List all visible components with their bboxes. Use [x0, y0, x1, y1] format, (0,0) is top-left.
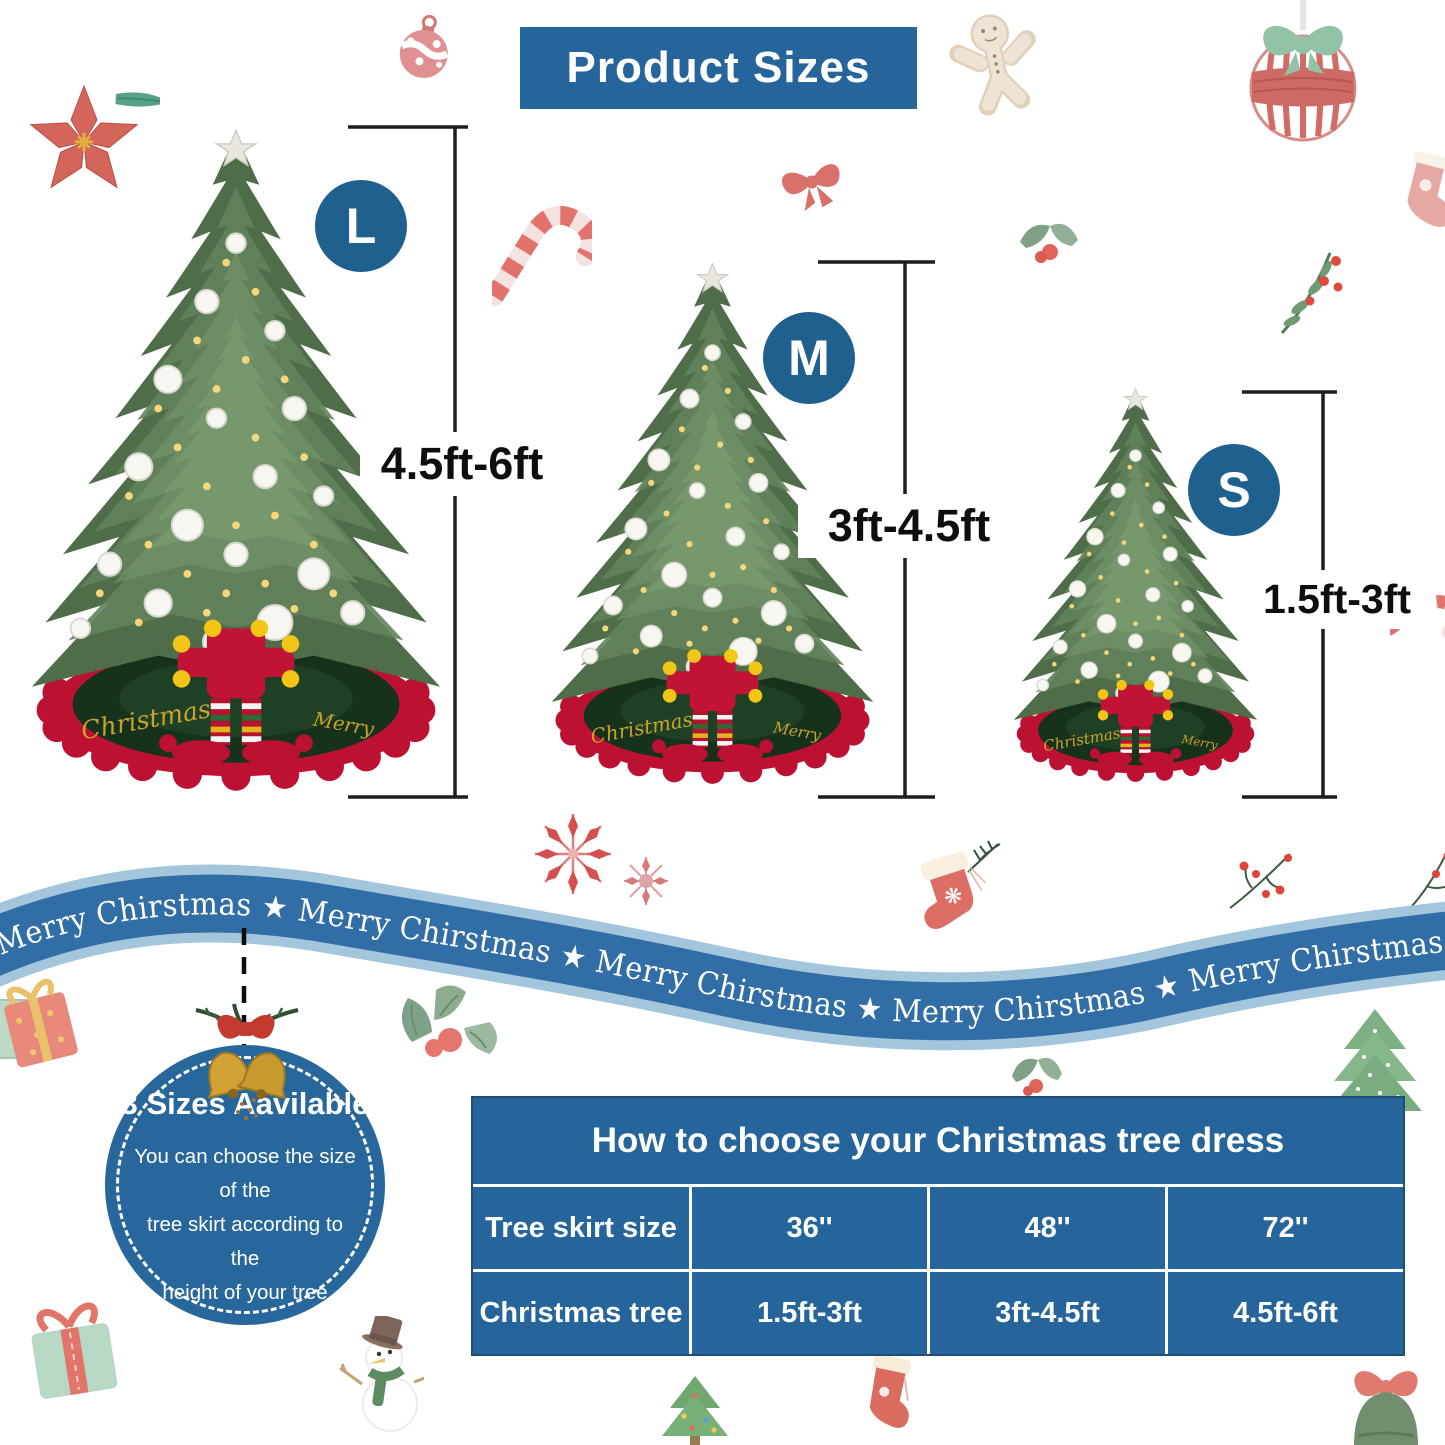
- gift-icon: [31, 1302, 118, 1399]
- table-cell: 4.5ft-6ft: [1168, 1272, 1403, 1354]
- stocking-icon: ❋: [920, 840, 1001, 929]
- bauble-icon: [399, 14, 449, 78]
- stocking-icon: [1407, 152, 1445, 228]
- bow-icon: [782, 164, 840, 212]
- pine-tree-icon: [662, 1376, 728, 1445]
- snowman-icon: [339, 1316, 424, 1432]
- size-letter: M: [788, 330, 830, 386]
- size-range-M: 3ft-4.5ft: [798, 494, 1020, 558]
- size-chart-table: How to choose your Christmas tree dress …: [471, 1096, 1405, 1356]
- size-range-S: 1.5ft-3ft: [1238, 570, 1436, 629]
- table-row-header: Tree skirt size: [473, 1187, 689, 1269]
- holly-icon: [1020, 223, 1078, 263]
- size-badge-M: M: [763, 312, 855, 404]
- table-row-header: Christmas tree: [473, 1272, 689, 1354]
- size-letter: S: [1217, 462, 1251, 518]
- holly-icon: [401, 985, 497, 1057]
- table-cell: 1.5ft-3ft: [692, 1272, 927, 1354]
- table-grid: Tree skirt size 36'' 48'' 72'' Christmas…: [473, 1187, 1403, 1354]
- page-title: Product Sizes: [520, 27, 917, 109]
- berry-sprig-icon: [1280, 252, 1343, 335]
- bell-icon: [1354, 1371, 1418, 1445]
- sizes-available-badge: 3 Sizes Aavilable You can choose the siz…: [105, 1045, 385, 1325]
- table-cell: 36'': [692, 1187, 927, 1269]
- size-badge-L: L: [315, 180, 407, 272]
- candy-cane-icon: [492, 205, 592, 307]
- table-cell: 48'': [930, 1187, 1165, 1269]
- table-cell: 3ft-4.5ft: [930, 1272, 1165, 1354]
- dashed-ring: [116, 1056, 374, 1314]
- bells-icon: [195, 1003, 299, 1120]
- size-letter: L: [345, 198, 377, 254]
- stocking-icon: [869, 1354, 912, 1428]
- poinsettia-icon: [29, 84, 160, 189]
- table-cell: 72'': [1168, 1187, 1403, 1269]
- snowflake-icon: [624, 857, 668, 905]
- table-title: How to choose your Christmas tree dress: [473, 1098, 1403, 1184]
- size-range-L: 4.5ft-6ft: [360, 432, 564, 496]
- berry-sprig-icon: [1229, 853, 1292, 909]
- lantern-icon: [1249, 0, 1357, 142]
- gingerbread-icon: [949, 14, 1036, 116]
- gift-icon: [0, 978, 78, 1068]
- size-badge-S: S: [1188, 444, 1280, 536]
- snowflake-icon: [535, 814, 611, 894]
- page-title-text: Product Sizes: [566, 43, 871, 92]
- holly-icon: [1012, 1057, 1062, 1096]
